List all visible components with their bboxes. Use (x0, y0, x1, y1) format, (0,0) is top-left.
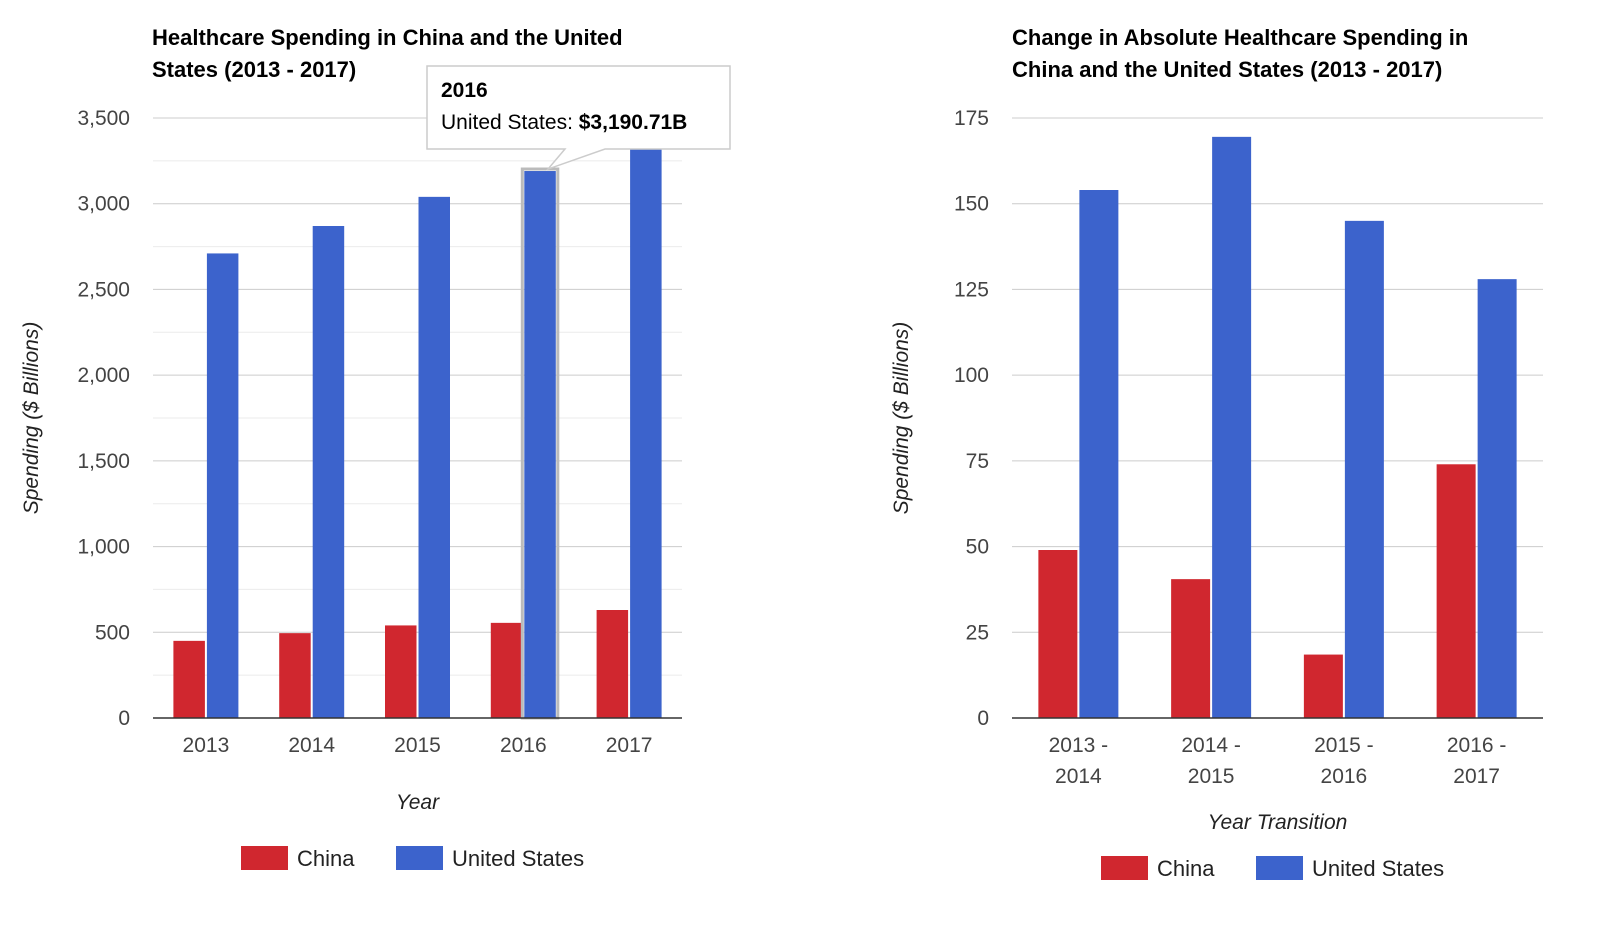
y-tick-label: 1,000 (77, 536, 130, 559)
y-axis-title: Spending ($ Billions) (890, 322, 913, 515)
tooltip-value: $3,190.71B (579, 111, 688, 134)
bar-united-states[interactable] (1477, 279, 1517, 718)
bar-united-states[interactable] (1079, 190, 1119, 718)
legend-label: United States (452, 846, 584, 871)
x-tick-label: 2016 (1321, 765, 1368, 788)
y-tick-label: 125 (954, 278, 989, 301)
bar-united-states[interactable] (418, 196, 451, 718)
legend-item-china[interactable]: China (1101, 856, 1215, 881)
x-tick-label: 2016 - (1447, 734, 1507, 757)
x-tick-label: 2014 - (1181, 734, 1241, 757)
bar-china[interactable] (596, 610, 629, 718)
y-tick-label: 2,500 (77, 278, 130, 301)
y-tick-label: 175 (954, 107, 989, 130)
legend-swatch (1256, 856, 1303, 880)
bar-china[interactable] (1303, 654, 1343, 718)
y-tick-label: 0 (118, 707, 130, 730)
bar-united-states[interactable] (312, 226, 345, 718)
bar-united-states[interactable] (630, 148, 662, 718)
legend-item-china[interactable]: China (241, 846, 355, 871)
y-tick-label: 1,500 (77, 450, 130, 473)
bar-united-states[interactable] (1212, 136, 1252, 718)
x-tick-label: 2014 (1055, 765, 1102, 788)
bar-china[interactable] (385, 625, 417, 718)
bar-united-states[interactable] (206, 253, 239, 718)
chart-title-line: Healthcare Spending in China and the Uni… (152, 25, 623, 50)
bar-china[interactable] (1038, 550, 1078, 718)
bar-china[interactable] (1171, 579, 1211, 718)
y-tick-label: 3,000 (77, 193, 130, 216)
tooltip-body: United States: $3,190.71B (441, 111, 687, 134)
y-tick-label: 150 (954, 193, 989, 216)
y-tick-label: 2,000 (77, 364, 130, 387)
legend-swatch (1101, 856, 1148, 880)
y-tick-label: 25 (966, 621, 989, 644)
legend-label: China (297, 846, 355, 871)
legend-item-united-states[interactable]: United States (1256, 856, 1444, 881)
x-tick-label: 2016 (500, 734, 547, 757)
y-tick-label: 500 (95, 621, 130, 644)
legend-label: China (1157, 856, 1215, 881)
x-tick-label: 2015 - (1314, 734, 1374, 757)
legend-item-united-states[interactable]: United States (396, 846, 584, 871)
y-axis-title: Spending ($ Billions) (20, 322, 43, 515)
chart-1: Healthcare Spending in China and the Uni… (20, 25, 731, 871)
y-tick-label: 0 (977, 707, 989, 730)
chart-title-line: China and the United States (2013 - 2017… (1012, 57, 1442, 82)
legend-label: United States (1312, 856, 1444, 881)
bar-china[interactable] (1436, 464, 1476, 718)
x-axis-title: Year (396, 791, 440, 814)
y-tick-label: 100 (954, 364, 989, 387)
y-tick-label: 3,500 (77, 107, 130, 130)
x-tick-label: 2017 (606, 734, 653, 757)
chart-title-line: States (2013 - 2017) (152, 57, 356, 82)
x-tick-label: 2013 - (1049, 734, 1109, 757)
tooltip-box (426, 65, 731, 171)
bar-china[interactable] (490, 622, 523, 718)
x-tick-label: 2015 (394, 734, 441, 757)
chart-2: Change in Absolute Healthcare Spending i… (890, 25, 1543, 881)
bar-china[interactable] (173, 640, 205, 718)
tooltip-title: 2016 (441, 79, 488, 102)
x-tick-label: 2013 (183, 734, 230, 757)
legend-swatch (241, 846, 288, 870)
y-tick-label: 75 (966, 450, 989, 473)
bar-united-states[interactable] (1344, 220, 1384, 718)
x-tick-label: 2017 (1453, 765, 1500, 788)
x-tick-label: 2014 (288, 734, 335, 757)
tooltip-label: United States: (441, 111, 579, 134)
x-tick-label: 2015 (1188, 765, 1235, 788)
x-axis-title: Year Transition (1208, 811, 1348, 834)
bar-united-states[interactable] (524, 171, 556, 719)
y-tick-label: 50 (966, 536, 989, 559)
legend-swatch (396, 846, 443, 870)
chart-title-line: Change in Absolute Healthcare Spending i… (1012, 25, 1468, 50)
bar-china[interactable] (279, 633, 311, 718)
tooltip: 2016 United States: $3,190.71B (426, 65, 731, 171)
